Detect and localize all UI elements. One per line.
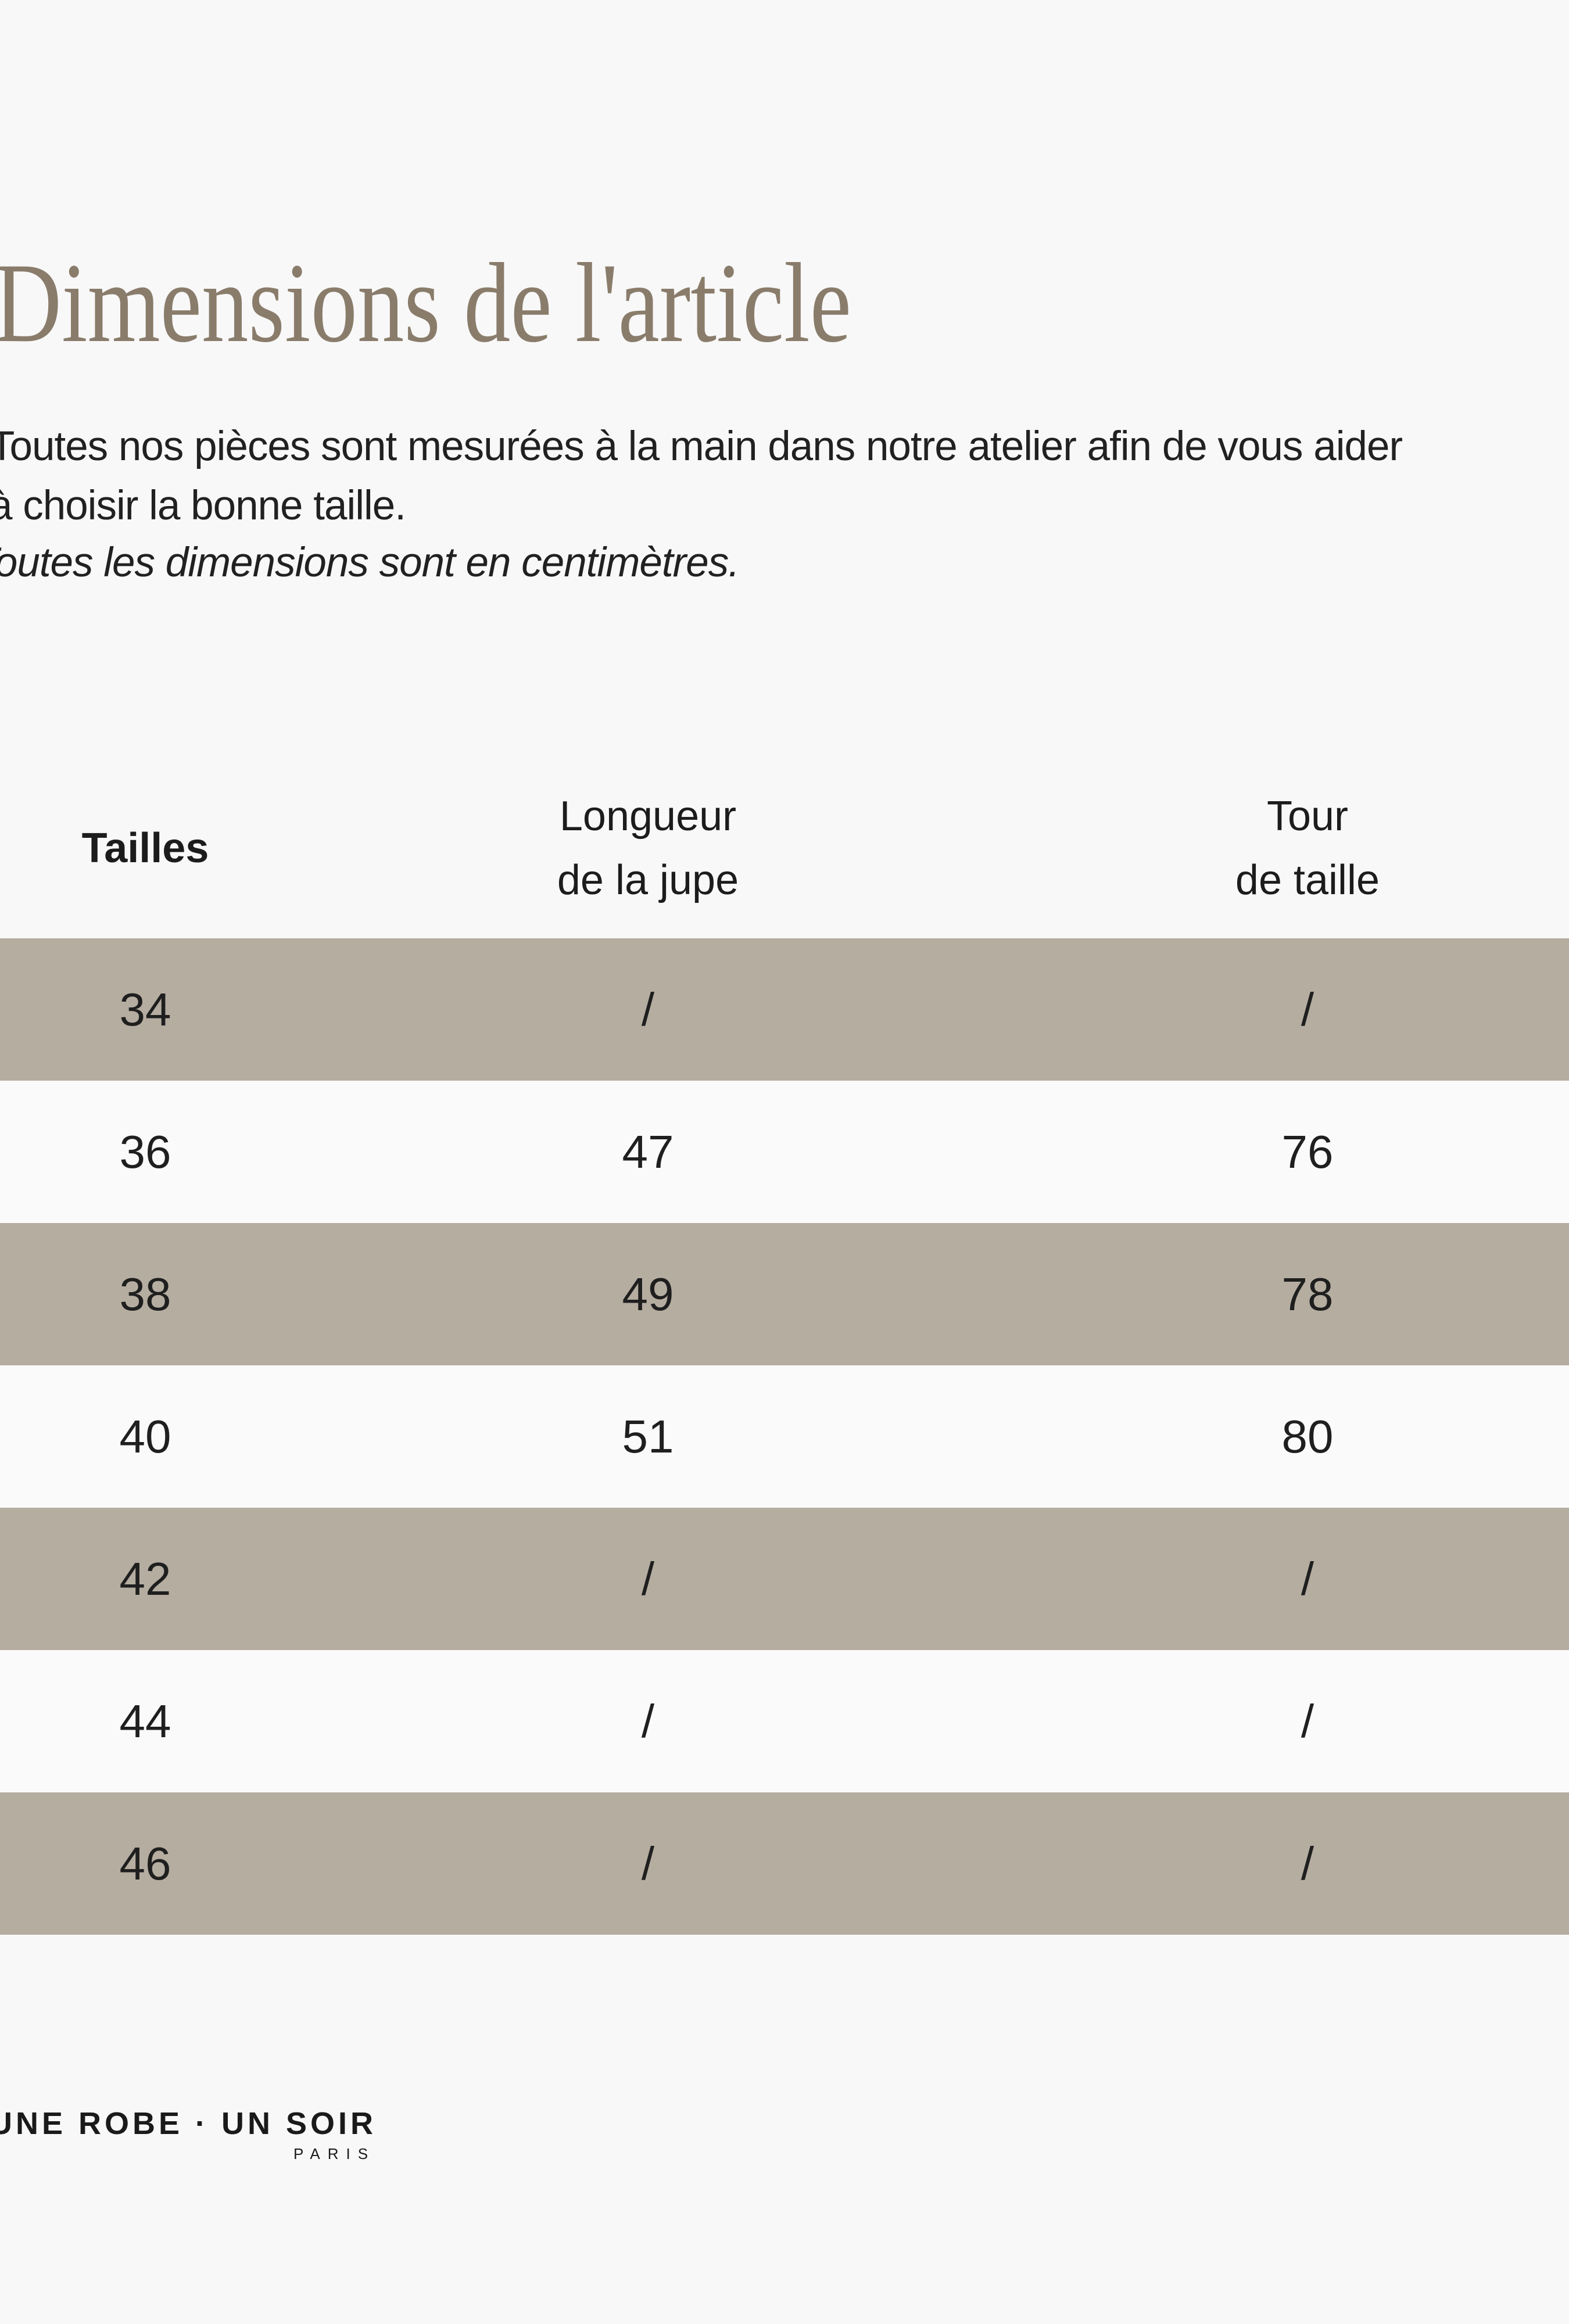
brand-logo-city: PARIS xyxy=(293,2145,376,2162)
brand-logo: UNE ROBE · UN SOIR xyxy=(0,2106,377,2141)
cell-skirt-length: / xyxy=(641,1695,655,1747)
table-row: 36 47 76 xyxy=(0,1081,1569,1223)
cell-size: 42 xyxy=(119,1552,171,1605)
intro-text-line2: à choisir la bonne taille. xyxy=(0,483,406,529)
column-header-skirt-length-line1: Longueur xyxy=(559,793,737,840)
cell-waist: 80 xyxy=(1281,1410,1334,1462)
intro-text-line1: Toutes nos pièces sont mesurées à la mai… xyxy=(0,424,1403,469)
table-row: 46 / / xyxy=(0,1792,1569,1935)
units-note: Toutes les dimensions sont en centimètre… xyxy=(0,540,740,586)
cell-size: 38 xyxy=(119,1268,171,1320)
cell-waist: / xyxy=(1301,1695,1314,1747)
table-row: 34 / / xyxy=(0,938,1569,1081)
cell-skirt-length: / xyxy=(641,1837,655,1889)
cell-size: 34 xyxy=(119,983,171,1035)
column-header-waist: Tour de taille xyxy=(1017,779,1569,918)
cell-waist: 78 xyxy=(1281,1268,1334,1320)
cell-size: 40 xyxy=(119,1410,171,1462)
table-row: 44 / / xyxy=(0,1650,1569,1792)
table-row: 40 51 80 xyxy=(0,1365,1569,1508)
column-header-skirt-length-line2: de la jupe xyxy=(557,857,739,903)
cell-waist: 76 xyxy=(1281,1125,1334,1178)
table-header: Tailles Longueur de la jupe Tour de tail… xyxy=(0,779,1569,918)
column-header-waist-line2: de taille xyxy=(1235,857,1380,903)
cell-waist: / xyxy=(1301,1552,1314,1605)
cell-waist: / xyxy=(1301,1837,1314,1889)
cell-skirt-length: 49 xyxy=(622,1268,674,1320)
cell-size: 46 xyxy=(119,1837,171,1889)
column-header-sizes: Tailles xyxy=(81,825,209,871)
cell-waist: / xyxy=(1301,983,1314,1035)
cell-skirt-length: / xyxy=(641,983,655,1035)
page-title: Dimensions de l'article xyxy=(0,240,852,366)
cell-skirt-length: / xyxy=(641,1552,655,1605)
column-header-skirt-length: Longueur de la jupe xyxy=(357,779,938,918)
cell-size: 36 xyxy=(119,1125,171,1178)
cell-skirt-length: 47 xyxy=(622,1125,674,1178)
cell-size: 44 xyxy=(119,1695,171,1747)
cell-skirt-length: 51 xyxy=(622,1410,674,1462)
table-row: 42 / / xyxy=(0,1508,1569,1650)
table-row: 38 49 78 xyxy=(0,1223,1569,1365)
column-header-waist-line1: Tour xyxy=(1266,793,1349,840)
